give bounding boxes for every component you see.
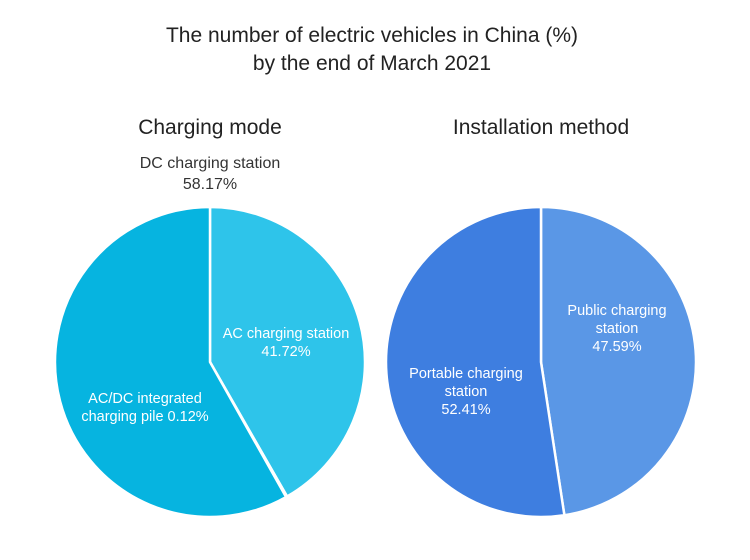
slice-label-ac-dc-integrated-charging-pile: AC/DC integrated charging pile 0.12% <box>81 391 208 425</box>
slice-label-dc-charging-station: DC charging station 58.17% <box>140 155 281 193</box>
pie-slice-public-charging-station <box>539 205 698 517</box>
pie-slice-portable-charging-station <box>384 205 566 519</box>
left-pie-subtitle: Charging mode <box>138 116 282 139</box>
chart-title-line2: by the end of March 2021 <box>253 52 491 75</box>
pie-slice-dc-charging-station <box>53 205 288 519</box>
left-pie <box>53 205 367 519</box>
slice-label-ac-charging-station: AC charging station 41.72% <box>223 326 350 360</box>
slice-label-portable-charging-station: Portable charging station 52.41% <box>409 366 523 418</box>
pie-slice-ac-charging-station <box>208 205 367 498</box>
slice-labels: AC charging station 41.72% DC charging sta… <box>81 155 666 425</box>
right-pie-subtitle: Installation method <box>453 116 629 139</box>
slice-label-public-charging-station: Public charging station 47.59% <box>567 303 666 355</box>
right-pie <box>384 205 698 519</box>
chart-title-line1: The number of electric vehicles in China… <box>166 24 578 47</box>
